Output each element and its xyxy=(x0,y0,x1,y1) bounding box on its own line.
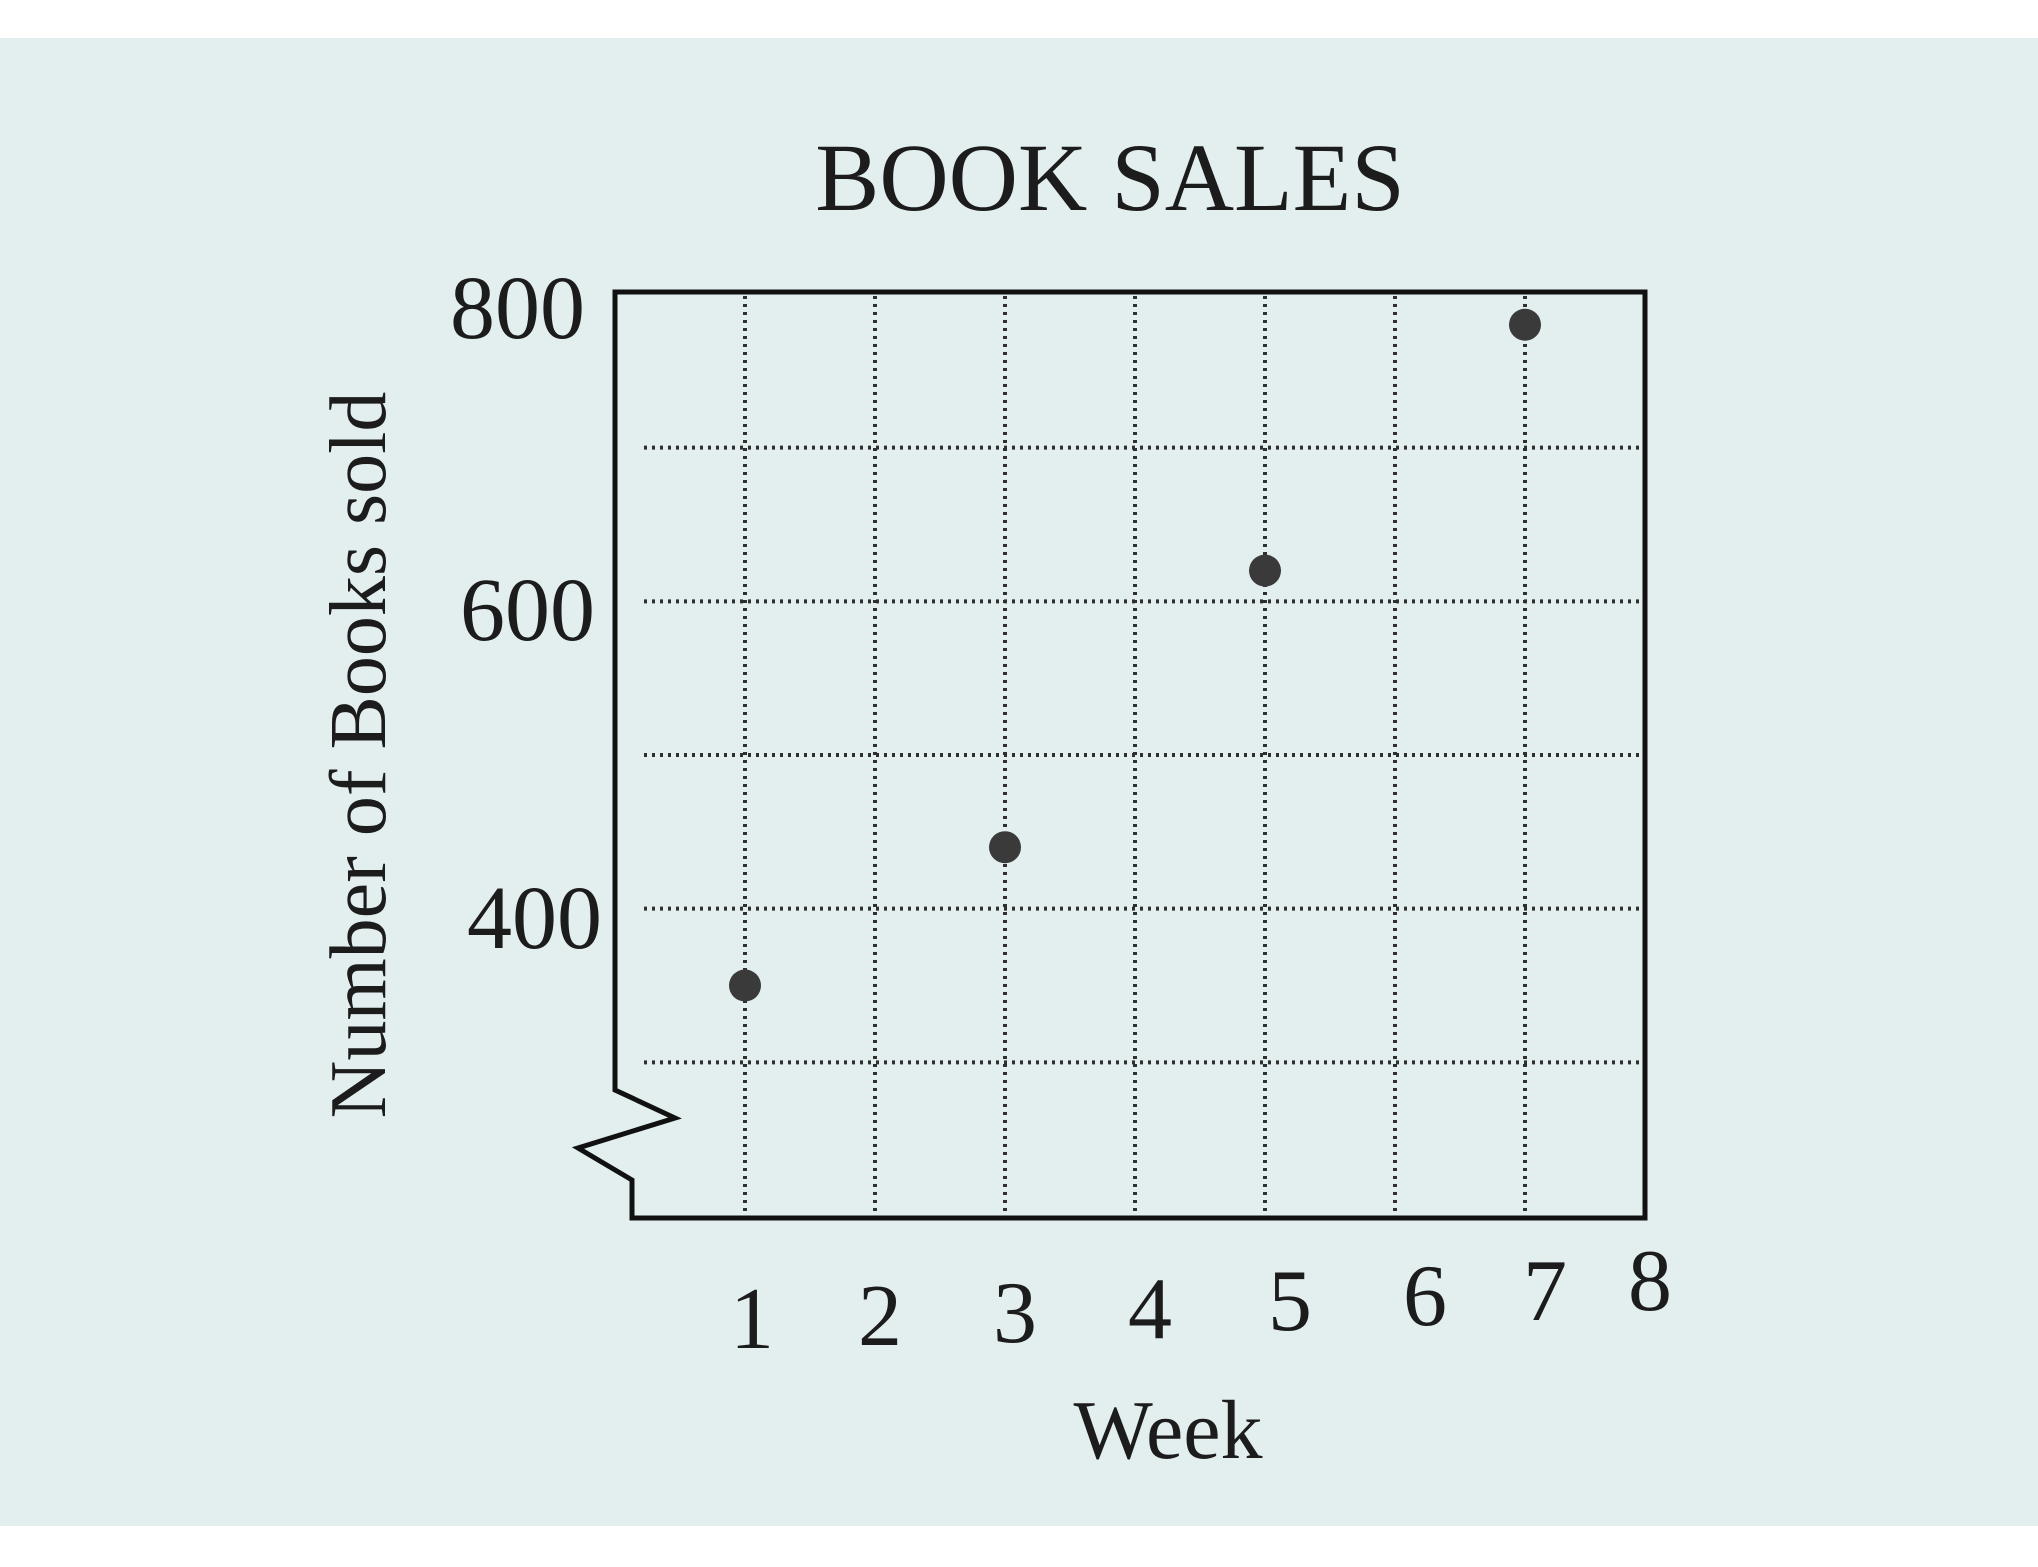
chart-title: BOOK SALES xyxy=(815,124,1404,231)
x-tick-labels: 1 2 3 4 5 6 7 8 xyxy=(730,1233,1672,1368)
grid-lines xyxy=(644,296,1641,1214)
x-tick-label: 4 xyxy=(1128,1261,1172,1358)
data-point xyxy=(1249,555,1281,587)
x-tick-label: 2 xyxy=(858,1268,902,1365)
y-tick-label: 400 xyxy=(467,869,602,968)
x-tick-label: 6 xyxy=(1403,1248,1447,1345)
y-axis-label: Number of Books sold xyxy=(315,392,403,1119)
data-point xyxy=(729,970,761,1002)
y-tick-label: 600 xyxy=(460,561,595,660)
x-tick-label: 8 xyxy=(1628,1233,1672,1330)
y-tick-labels: 800 600 400 xyxy=(450,259,602,968)
x-axis-label: Week xyxy=(1073,1384,1262,1477)
x-tick-label: 5 xyxy=(1268,1253,1312,1350)
data-point xyxy=(989,831,1021,863)
y-tick-label: 800 xyxy=(450,259,585,358)
x-tick-label: 3 xyxy=(993,1265,1037,1362)
x-tick-label: 7 xyxy=(1523,1243,1567,1340)
x-tick-label: 1 xyxy=(730,1271,774,1368)
data-point xyxy=(1509,309,1541,341)
